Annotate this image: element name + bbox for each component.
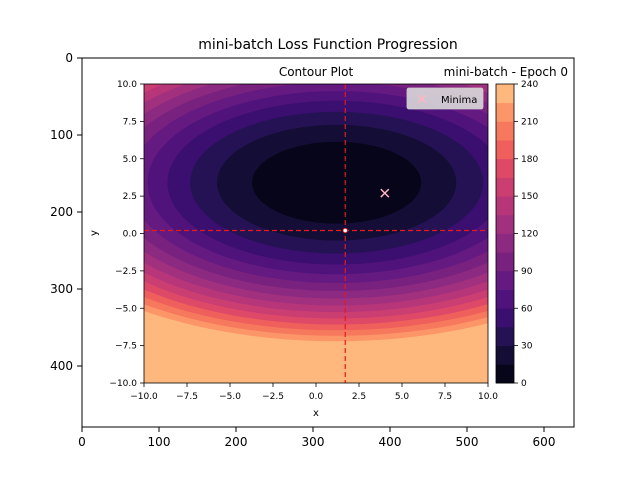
inner-y-tick-label: 5.0 [123, 155, 138, 165]
colorbar-band [496, 270, 514, 290]
colorbar-tick-label: 210 [521, 117, 538, 127]
colorbar-frame [495, 83, 515, 384]
colorbar-band [496, 121, 514, 141]
colorbar-band [496, 364, 514, 384]
minima-marker-stroke [380, 188, 390, 198]
inner-y-tick-label: 2.5 [123, 192, 137, 202]
colorbar [496, 84, 514, 384]
inner-y-tick-label: −10.0 [109, 379, 137, 389]
inner-x-tick-label: 10.0 [478, 392, 498, 402]
inner-x-tick-label: 7.5 [438, 392, 452, 402]
colorbar-band [496, 289, 514, 309]
minima-marker [380, 188, 390, 198]
inner-y-tick-label: 0.0 [123, 230, 138, 240]
colorbar-tick-label: 60 [521, 304, 533, 314]
outer-x-tick-label: 500 [456, 435, 479, 449]
colorbar-band [496, 140, 514, 160]
inner-y-axis: −10.0 −7.5 −5.0 −2.5 0.0 2.5 5.0 7.5 10.0 [109, 80, 144, 389]
colorbar-tick-label: 180 [521, 155, 538, 165]
inner-y-tick-label: 7.5 [123, 117, 137, 127]
figure-title: mini-batch Loss Function Progression [198, 37, 458, 53]
colorbar-band [496, 326, 514, 347]
legend-marker-x-icon [417, 94, 427, 104]
inner-y-tick-label: −7.5 [115, 342, 137, 352]
outer-y-tick-label: 100 [50, 128, 73, 142]
inner-y-tick-label: −5.0 [115, 304, 137, 314]
colorbar-tick-label: 150 [521, 192, 538, 202]
outer-x-tick-label: 300 [302, 435, 325, 449]
colorbar-band [496, 214, 514, 234]
colorbar-band [496, 84, 514, 104]
plot-overlays [144, 84, 488, 383]
colorbar-band [496, 177, 514, 197]
outer-y-tick-label: 400 [50, 359, 73, 373]
colorbar-tick-label: 30 [521, 342, 533, 352]
inner-x-tick-label: 5.0 [395, 392, 410, 402]
outer-y-tick-label: 300 [50, 282, 73, 296]
outer-y-tick-label: 200 [50, 205, 73, 219]
inner-x-tick-label: 2.5 [352, 392, 366, 402]
current-point [342, 227, 348, 234]
x-axis-label: x [313, 408, 319, 419]
outer-x-tick-label: 200 [225, 435, 248, 449]
outer-x-axis: 0 100 200 300 400 500 600 [78, 427, 555, 449]
outer-y-tick-label: 0 [65, 51, 73, 65]
outer-x-tick-label: 0 [78, 435, 86, 449]
colorbar-band [496, 345, 514, 365]
inner-x-axis: −10.0 −7.5 −5.0 −2.5 0.0 2.5 5.0 7.5 10.0 [130, 383, 498, 402]
legend: Minima [406, 87, 484, 110]
outer-x-tick-label: 400 [379, 435, 402, 449]
inner-x-tick-label: −2.5 [262, 392, 284, 402]
legend-box [406, 87, 484, 110]
legend-label-minima: Minima [441, 95, 477, 106]
contour-surface [144, 84, 488, 383]
colorbar-axis: 0 30 60 90 120 150 180 210 240 [514, 80, 538, 389]
colorbar-tick-label: 240 [521, 80, 538, 90]
inner-x-tick-label: −7.5 [176, 392, 198, 402]
inner-x-tick-label: 0.0 [309, 392, 324, 402]
colorbar-band [496, 102, 514, 122]
colorbar-band [496, 308, 514, 328]
inner-x-tick-label: −10.0 [130, 392, 158, 402]
colorbar-band [496, 252, 514, 272]
colorbar-tick-label: 90 [521, 267, 533, 277]
y-axis-label: y [89, 230, 100, 236]
inner-y-tick-label: −2.5 [115, 267, 137, 277]
inner-x-tick-label: −5.0 [219, 392, 241, 402]
contour-plot-title: Contour Plot [279, 65, 354, 79]
colorbar-tick-label: 0 [521, 379, 527, 389]
epoch-label: mini-batch - Epoch 0 [444, 65, 568, 79]
colorbar-band [496, 196, 514, 216]
inner-y-tick-label: 10.0 [117, 80, 137, 90]
contour-band [252, 141, 422, 224]
colorbar-band [496, 158, 514, 178]
outer-x-tick-label: 100 [148, 435, 171, 449]
outer-x-tick-label: 600 [533, 435, 556, 449]
colorbar-tick-label: 120 [521, 230, 538, 240]
outer-y-axis: 0 100 200 300 400 [50, 51, 82, 373]
colorbar-band [496, 233, 514, 253]
